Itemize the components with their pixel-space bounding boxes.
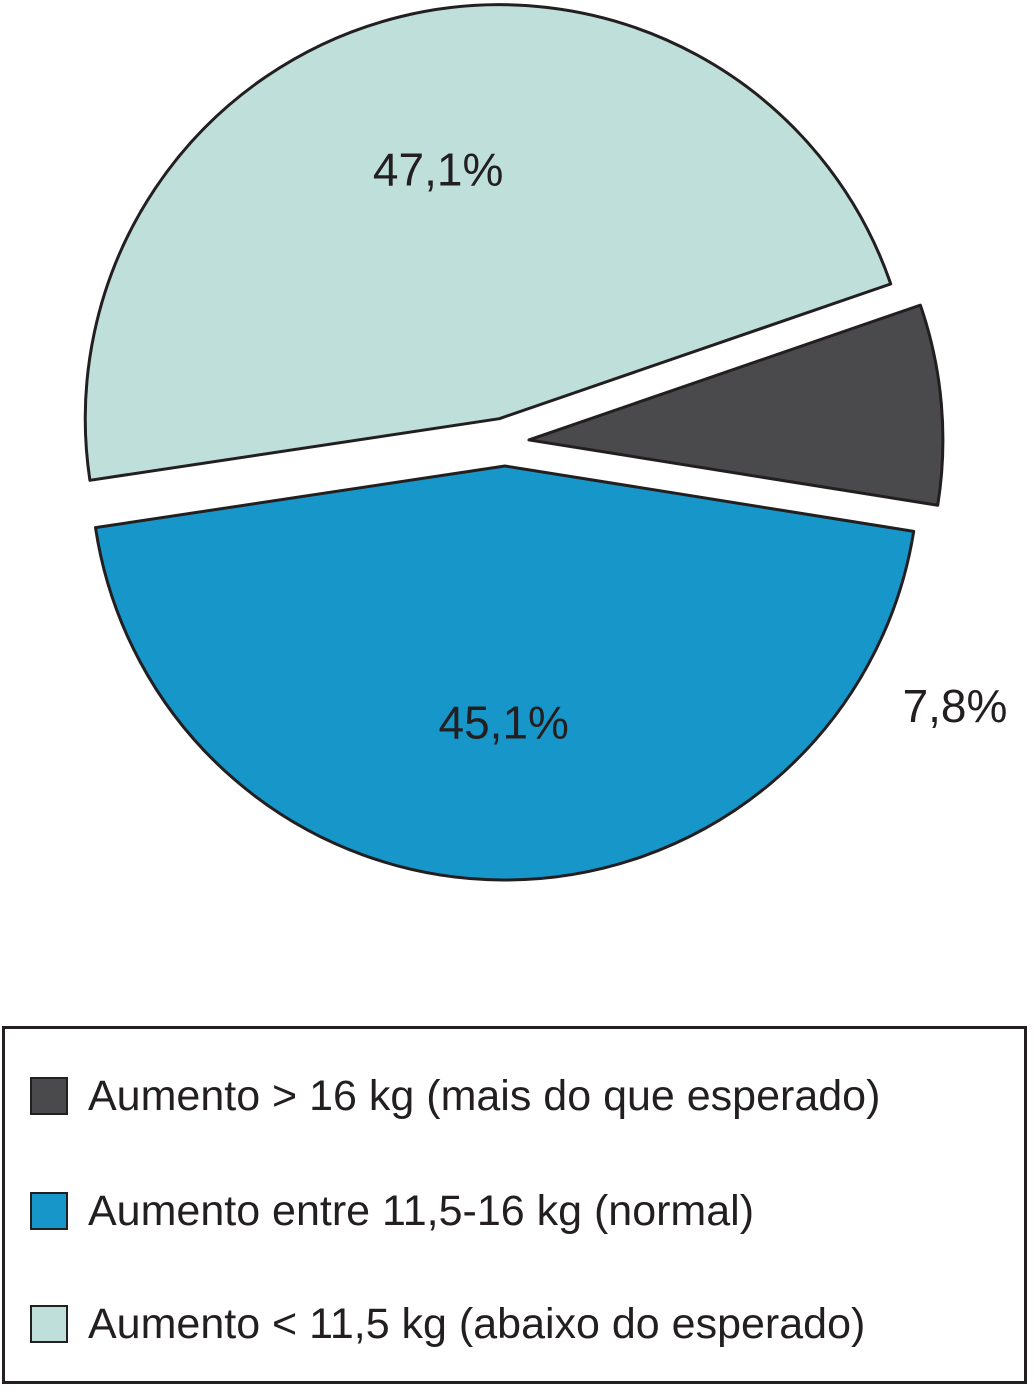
pie-chart: 7,8% 45,1% 47,1% (83, 3, 1008, 882)
legend-item-below-expected: Aumento < 11,5 kg (abaixo do esperado) (30, 1299, 865, 1349)
legend-swatch-normal (30, 1192, 68, 1230)
legend-label-below-expected: Aumento < 11,5 kg (abaixo do esperado) (88, 1299, 866, 1348)
legend-item-normal: Aumento entre 11,5-16 kg (normal) (30, 1186, 754, 1236)
slice-normal (94, 464, 916, 882)
slice-label-normal: 45,1% (439, 697, 569, 749)
slice-label-above-expected: 7,8% (903, 680, 1008, 732)
slice-label-below-expected: 47,1% (373, 143, 503, 195)
legend-swatch-above-expected (30, 1077, 68, 1115)
slice-below-expected (83, 3, 893, 482)
legend-label-above-expected: Aumento > 16 kg (mais do que esperado) (88, 1071, 881, 1120)
legend-label-normal: Aumento entre 11,5-16 kg (normal) (88, 1186, 755, 1235)
legend-item-above-expected: Aumento > 16 kg (mais do que esperado) (30, 1071, 880, 1121)
slice-above-expected (527, 303, 945, 507)
legend: Aumento > 16 kg (mais do que esperado) A… (2, 1026, 1027, 1384)
legend-swatch-below-expected (30, 1305, 68, 1343)
